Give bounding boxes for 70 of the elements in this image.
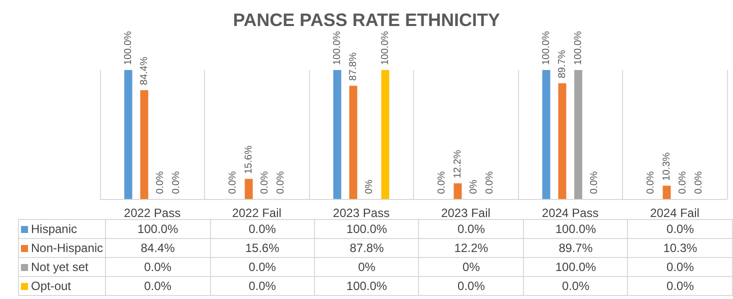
data-label: 0.0% — [628, 220, 732, 238]
legend-label: Opt-out — [18, 276, 106, 296]
text: 0.0% — [436, 171, 448, 194]
text: 0.0% — [259, 171, 270, 194]
bar — [244, 178, 253, 199]
bar — [662, 186, 671, 199]
text: 0.0% — [484, 171, 496, 194]
data-label: 0.0% — [418, 220, 524, 238]
legend-label: Not yet set — [18, 258, 106, 276]
text: 100.0% — [380, 31, 391, 65]
data-label: 10.3% — [628, 238, 732, 258]
x-tick-label: 2023 Fail — [441, 206, 490, 220]
text: 89.7% — [556, 50, 568, 78]
text: 0.0% — [275, 171, 286, 194]
bar — [333, 70, 342, 199]
bar — [574, 70, 582, 199]
legend-label: Non-Hispanic — [18, 238, 106, 258]
bar — [542, 70, 550, 199]
data-label: 0.0% — [628, 258, 732, 276]
x-tick-label: 2022 Fail — [232, 206, 282, 220]
text: 0.0% — [645, 171, 656, 194]
text: 100.0% — [572, 31, 584, 65]
text: 0.0% — [170, 171, 182, 194]
bar — [140, 90, 148, 199]
text: 0.0% — [693, 171, 704, 194]
data-label: 100.0% — [314, 276, 419, 296]
data-label: 0.0% — [210, 258, 314, 276]
data-label: 0.0% — [106, 258, 210, 276]
x-tick-label: 2024 Fail — [650, 206, 700, 220]
data-label: 15.6% — [210, 238, 314, 258]
bar — [381, 70, 390, 199]
text: 12.2% — [452, 150, 464, 178]
text: 15.6% — [243, 146, 254, 174]
data-label: 0% — [418, 258, 524, 276]
text: 0.0% — [227, 171, 238, 194]
text: 0% — [468, 180, 480, 194]
chart-title: PANCE PASS RATE ETHNICITY — [232, 10, 500, 30]
data-label: 100.0% — [523, 220, 628, 238]
text: 10.3% — [661, 152, 672, 181]
text: 0.0% — [154, 171, 166, 194]
bar — [558, 83, 566, 199]
data-label: 0.0% — [418, 276, 524, 296]
data-label: 0.0% — [210, 220, 314, 238]
data-label: 12.2% — [418, 238, 524, 258]
data-label: 100.0% — [523, 258, 628, 276]
text: 0.0% — [588, 171, 600, 194]
data-label: 87.8% — [314, 238, 419, 258]
data-label: 0.0% — [210, 276, 314, 296]
text: 0.0% — [677, 171, 688, 194]
x-tick-label: 2022 Pass — [124, 206, 181, 220]
data-label: 0.0% — [628, 276, 732, 296]
bar — [124, 70, 132, 199]
data-label: 0.0% — [523, 276, 628, 296]
data-label: 0.0% — [106, 276, 210, 296]
text: 100.0% — [540, 31, 552, 65]
data-label: 84.4% — [106, 238, 210, 258]
text: 84.4% — [138, 56, 150, 86]
bar — [349, 86, 358, 199]
x-tick-label: 2024 Pass — [542, 206, 599, 220]
data-label: 100.0% — [106, 220, 210, 238]
text: 100.0% — [122, 31, 134, 65]
bar — [454, 183, 462, 199]
x-tick-label: 2023 Pass — [332, 206, 390, 220]
text: 0% — [364, 180, 375, 194]
legend-label: Hispanic — [18, 220, 106, 238]
data-label: 100.0% — [314, 220, 419, 238]
text: 100.0% — [332, 31, 343, 65]
text: 87.8% — [348, 52, 359, 81]
data-label: 0% — [314, 258, 419, 276]
data-label: 89.7% — [523, 238, 628, 258]
